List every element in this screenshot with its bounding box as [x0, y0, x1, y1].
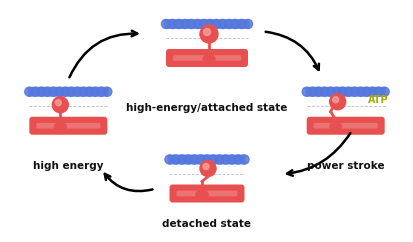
- Circle shape: [379, 87, 388, 96]
- Circle shape: [161, 19, 170, 29]
- Circle shape: [313, 87, 323, 96]
- Circle shape: [199, 160, 216, 176]
- Circle shape: [325, 87, 335, 96]
- Circle shape: [319, 87, 328, 96]
- Circle shape: [301, 87, 311, 96]
- Circle shape: [37, 87, 46, 96]
- Text: high energy: high energy: [33, 161, 103, 171]
- FancyBboxPatch shape: [176, 191, 237, 196]
- Circle shape: [49, 87, 58, 96]
- Circle shape: [167, 19, 176, 29]
- Circle shape: [78, 87, 88, 96]
- Circle shape: [202, 164, 209, 169]
- Circle shape: [61, 87, 70, 96]
- Circle shape: [224, 19, 233, 29]
- Circle shape: [102, 87, 112, 96]
- Circle shape: [221, 155, 230, 164]
- Circle shape: [90, 87, 100, 96]
- Circle shape: [183, 155, 192, 164]
- Circle shape: [233, 155, 242, 164]
- FancyBboxPatch shape: [28, 87, 109, 97]
- Circle shape: [192, 19, 202, 29]
- FancyBboxPatch shape: [313, 123, 377, 129]
- FancyBboxPatch shape: [29, 117, 107, 135]
- Text: ATP: ATP: [367, 95, 387, 105]
- Text: high-energy/attached state: high-energy/attached state: [126, 103, 287, 113]
- Circle shape: [55, 87, 64, 96]
- Text: power stroke: power stroke: [306, 161, 384, 171]
- FancyBboxPatch shape: [173, 55, 240, 61]
- Circle shape: [196, 155, 205, 164]
- Circle shape: [331, 87, 340, 96]
- Circle shape: [230, 19, 240, 29]
- Circle shape: [66, 87, 76, 96]
- Circle shape: [202, 155, 211, 164]
- Circle shape: [237, 19, 246, 29]
- Circle shape: [329, 94, 345, 110]
- FancyBboxPatch shape: [168, 154, 245, 165]
- Circle shape: [214, 155, 223, 164]
- Circle shape: [367, 87, 376, 96]
- Circle shape: [361, 87, 370, 96]
- Circle shape: [199, 25, 218, 43]
- Text: detached state: detached state: [162, 219, 251, 229]
- Circle shape: [199, 19, 208, 29]
- Circle shape: [171, 155, 180, 164]
- Circle shape: [343, 87, 352, 96]
- Circle shape: [240, 155, 249, 164]
- FancyBboxPatch shape: [166, 49, 247, 67]
- Circle shape: [203, 29, 210, 36]
- Circle shape: [208, 155, 217, 164]
- FancyBboxPatch shape: [164, 19, 249, 29]
- Circle shape: [52, 97, 68, 113]
- Circle shape: [227, 155, 236, 164]
- Circle shape: [337, 87, 347, 96]
- Circle shape: [31, 87, 40, 96]
- Circle shape: [97, 87, 106, 96]
- Circle shape: [211, 19, 221, 29]
- Circle shape: [85, 87, 94, 96]
- Circle shape: [355, 87, 364, 96]
- Circle shape: [73, 87, 82, 96]
- Circle shape: [43, 87, 52, 96]
- Ellipse shape: [195, 190, 207, 198]
- FancyBboxPatch shape: [304, 87, 385, 97]
- Circle shape: [218, 19, 227, 29]
- Circle shape: [55, 100, 61, 106]
- Circle shape: [307, 87, 316, 96]
- Circle shape: [164, 155, 173, 164]
- Circle shape: [190, 155, 199, 164]
- Circle shape: [177, 155, 186, 164]
- FancyBboxPatch shape: [169, 184, 244, 203]
- Ellipse shape: [54, 123, 66, 131]
- Circle shape: [25, 87, 34, 96]
- Circle shape: [373, 87, 382, 96]
- Circle shape: [186, 19, 195, 29]
- Circle shape: [243, 19, 252, 29]
- Circle shape: [173, 19, 183, 29]
- FancyBboxPatch shape: [36, 123, 100, 129]
- Circle shape: [205, 19, 214, 29]
- Circle shape: [349, 87, 358, 96]
- Circle shape: [180, 19, 189, 29]
- FancyBboxPatch shape: [306, 117, 384, 135]
- Ellipse shape: [202, 55, 214, 63]
- Ellipse shape: [329, 123, 341, 131]
- Circle shape: [332, 97, 338, 103]
